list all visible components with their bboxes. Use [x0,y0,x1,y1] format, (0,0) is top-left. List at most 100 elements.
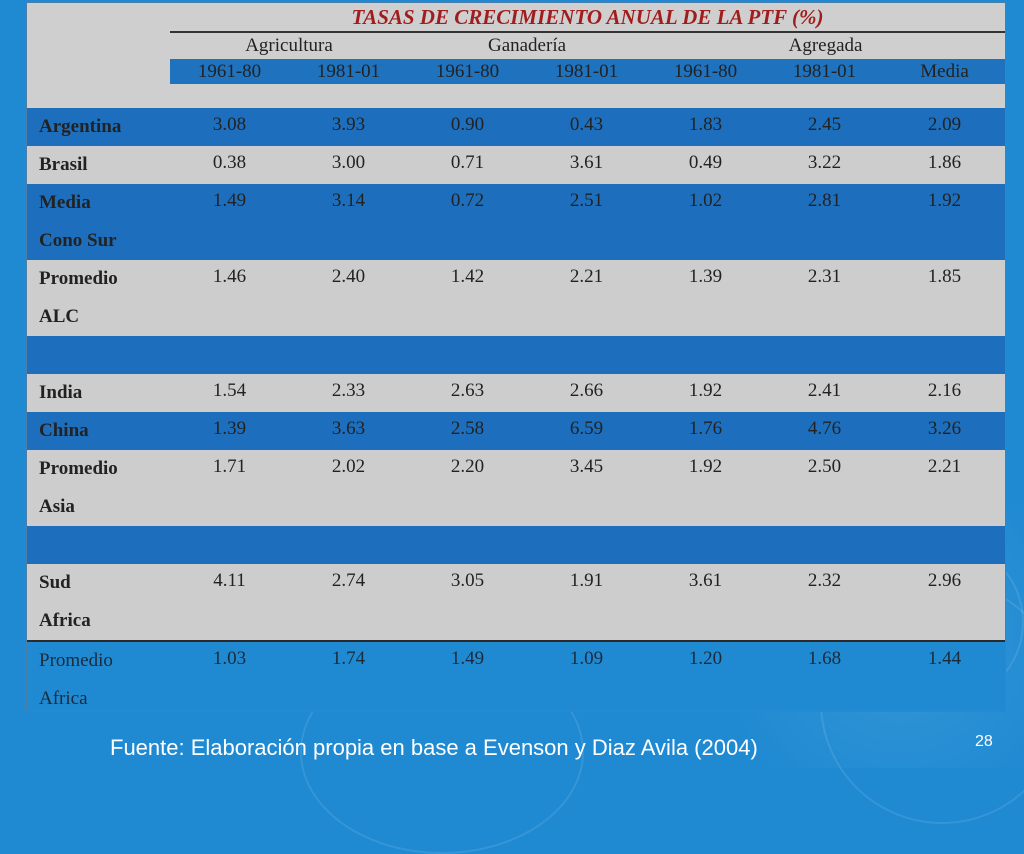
table-cell: 3.61 [527,146,646,184]
ptf-growth-table: TASAS DE CRECIMIENTO ANUAL DE LA PTF (%)… [26,2,1006,712]
page-number: 28 [975,733,993,750]
table-cell: 2.40 [289,260,408,336]
table-cell: 1.42 [408,260,527,336]
table-row: China 1.39 3.63 2.58 6.59 1.76 4.76 3.26 [27,412,1005,450]
row-label: Brasil [27,146,170,184]
table-cell: 0.38 [170,146,289,184]
table-cell: 3.05 [408,564,527,641]
table-row: Promedio Asia 1.71 2.02 2.20 3.45 1.92 2.… [27,450,1005,526]
table-cell: 1.39 [170,412,289,450]
table-cell: 2.63 [408,374,527,412]
table-cell: 1.68 [765,640,884,711]
table-cell: 2.96 [884,564,1005,641]
table-cell: 2.33 [289,374,408,412]
row-label: Promedio Africa [27,640,170,711]
table-cell: 3.61 [646,564,765,641]
group-header-agregada: Agregada [646,32,1005,59]
data-table: TASAS DE CRECIMIENTO ANUAL DE LA PTF (%)… [27,3,1005,711]
table-cell: 3.08 [170,108,289,146]
table-cell: 2.31 [765,260,884,336]
period-header: 1961-80 [646,59,765,84]
table-cell: 2.16 [884,374,1005,412]
table-cell: 2.20 [408,450,527,526]
period-header: Media [884,59,1005,84]
table-row: Media Cono Sur 1.49 3.14 0.72 2.51 1.02 2… [27,184,1005,260]
table-cell: 2.41 [765,374,884,412]
row-label: Promedio ALC [27,260,170,336]
table-cell: 1.49 [408,640,527,711]
table-cell: 1.49 [170,184,289,260]
table-cell: 2.50 [765,450,884,526]
table-cell: 0.90 [408,108,527,146]
table-cell: 2.21 [884,450,1005,526]
period-header: 1961-80 [408,59,527,84]
table-cell: 1.76 [646,412,765,450]
table-cell: 1.44 [884,640,1005,711]
period-header: 1981-01 [527,59,646,84]
group-header-ganaderia: Ganadería [408,32,646,59]
table-cell: 3.63 [289,412,408,450]
table-cell: 1.09 [527,640,646,711]
table-separator [27,336,1005,374]
table-row: Argentina 3.08 3.93 0.90 0.43 1.83 2.45 … [27,108,1005,146]
table-cell: 3.22 [765,146,884,184]
table-cell: 4.11 [170,564,289,641]
table-cell: 1.86 [884,146,1005,184]
table-cell: 1.92 [646,374,765,412]
table-cell: 2.32 [765,564,884,641]
header-spacer [170,84,1005,108]
table-cell: 1.20 [646,640,765,711]
table-cell: 2.21 [527,260,646,336]
table-cell: 1.83 [646,108,765,146]
table-cell: 1.74 [289,640,408,711]
table-cell: 0.72 [408,184,527,260]
table-cell: 1.85 [884,260,1005,336]
table-cell: 2.58 [408,412,527,450]
group-header-agricultura: Agricultura [170,32,408,59]
table-cell: 1.54 [170,374,289,412]
table-cell: 0.71 [408,146,527,184]
table-cell: 6.59 [527,412,646,450]
table-cell: 1.92 [884,184,1005,260]
period-header: 1961-80 [170,59,289,84]
table-cell: 1.46 [170,260,289,336]
table-cell: 4.76 [765,412,884,450]
table-row: Promedio ALC 1.46 2.40 1.42 2.21 1.39 2.3… [27,260,1005,336]
table-cell: 2.66 [527,374,646,412]
row-label: Promedio Asia [27,450,170,526]
table-corner [27,3,170,108]
row-label: India [27,374,170,412]
row-label: Sud Africa [27,564,170,641]
source-caption: Fuente: Elaboración propia en base a Eve… [110,735,758,760]
table-cell: 2.02 [289,450,408,526]
table-cell: 2.45 [765,108,884,146]
table-cell: 1.92 [646,450,765,526]
table-cell: 2.09 [884,108,1005,146]
row-label: Media Cono Sur [27,184,170,260]
table-cell: 0.43 [527,108,646,146]
table-cell: 0.49 [646,146,765,184]
period-header: 1981-01 [765,59,884,84]
table-row: India 1.54 2.33 2.63 2.66 1.92 2.41 2.16 [27,374,1005,412]
table-cell: 2.51 [527,184,646,260]
table-cell: 2.81 [765,184,884,260]
table-separator [27,526,1005,564]
table-row: Sud Africa 4.11 2.74 3.05 1.91 3.61 2.32 … [27,564,1005,641]
table-cell: 3.14 [289,184,408,260]
table-cell: 1.03 [170,640,289,711]
table-cell: 3.45 [527,450,646,526]
table-cell: 1.02 [646,184,765,260]
period-header: 1981-01 [289,59,408,84]
table-cell: 3.93 [289,108,408,146]
table-cell: 1.39 [646,260,765,336]
table-cell: 3.26 [884,412,1005,450]
row-label: Argentina [27,108,170,146]
table-cell: 2.74 [289,564,408,641]
table-cell: 1.91 [527,564,646,641]
table-title: TASAS DE CRECIMIENTO ANUAL DE LA PTF (%) [170,3,1005,33]
row-label: China [27,412,170,450]
table-row: Promedio Africa 1.03 1.74 1.49 1.09 1.20 … [27,640,1005,711]
table-cell: 1.71 [170,450,289,526]
table-cell: 3.00 [289,146,408,184]
table-row: Brasil 0.38 3.00 0.71 3.61 0.49 3.22 1.8… [27,146,1005,184]
